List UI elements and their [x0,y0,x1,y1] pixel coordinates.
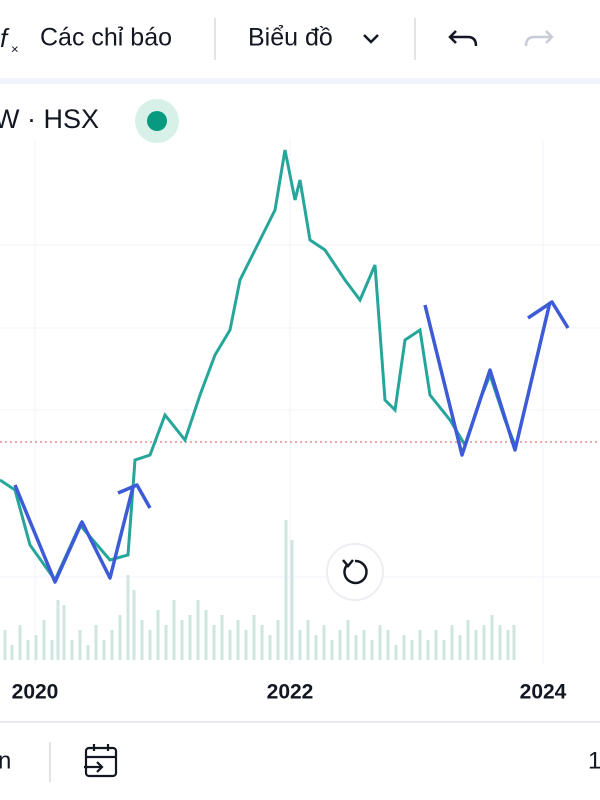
reset-button[interactable] [326,543,384,601]
indicators-label: Các chỉ báo [40,24,172,52]
x-label: 2024 [520,681,567,704]
interval-label[interactable]: 1 [588,747,600,774]
chart-type-button[interactable]: Biểu đồ [248,24,379,52]
pattern-drawing [13,300,570,584]
chevron [363,34,379,44]
indicator-button[interactable]: f × Các chỉ báo [0,23,172,57]
chart-type-label: Biểu đồ [248,24,333,52]
price-series [0,149,517,583]
toolbar-border [0,78,600,84]
x-label: 2020 [12,681,59,704]
fx-icon: f [0,23,10,53]
grid [0,140,600,665]
date-range-button[interactable] [84,744,118,778]
status-dot [147,111,167,131]
x-label: 2022 [267,681,314,704]
volume-bars [3,520,516,660]
redo-button[interactable] [524,30,554,47]
range-label[interactable]: n [0,747,11,774]
symbol-label: W · HSX [0,104,99,134]
undo-button[interactable] [448,30,478,47]
reset-icon [343,559,368,585]
reset-arrow [342,559,354,568]
fx-icon-sub: × [11,41,19,56]
reset-bg [326,543,384,601]
